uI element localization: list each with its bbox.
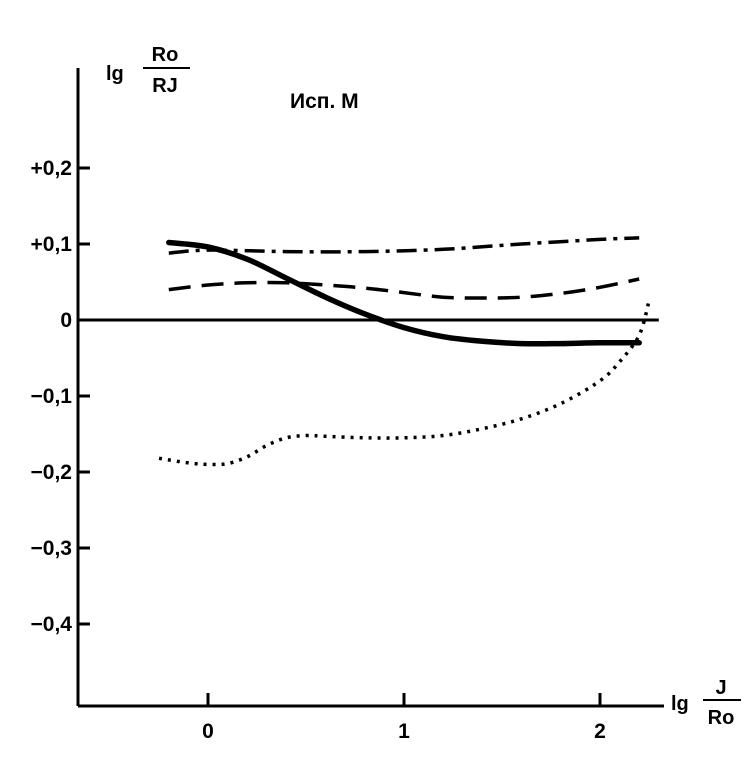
y-tick-label: −0,1 [31, 385, 73, 408]
axes [76, 68, 664, 708]
x-tick-label: 2 [594, 720, 606, 743]
y-tick-label: −0,4 [31, 613, 73, 636]
series-group [158, 236, 651, 467]
y-tick-label: −0,3 [31, 537, 72, 560]
y-axis-label-numerator: Ro [152, 44, 179, 66]
ticks: +0,2 +0,1 0 −0,1 −0,2 −0,3 −0,4 0 1 2 [31, 157, 606, 743]
y-tick-label: +0,1 [31, 233, 73, 256]
x-axis-label-denominator: Ro [708, 707, 735, 729]
y-axis-label-prefix: lg [106, 63, 124, 85]
x-axis-label: lg J Ro [671, 677, 741, 729]
y-axis-label: lg Ro RJ [106, 44, 190, 97]
x-axis-label-prefix: lg [671, 693, 689, 715]
y-tick-label: +0,2 [31, 157, 72, 180]
series-line-dash-dot [168, 236, 640, 255]
y-axis-label-denominator: RJ [152, 75, 178, 97]
y-tick-label: 0 [60, 309, 72, 332]
series-line-dashed [168, 277, 640, 300]
series-line-solid-thick [166, 239, 642, 347]
x-tick-label: 1 [398, 720, 410, 743]
x-tick-label: 0 [202, 720, 214, 743]
y-tick-label: −0,2 [31, 461, 72, 484]
x-axis-label-numerator: J [715, 677, 726, 699]
chart-annotation: Исп. М [290, 90, 359, 113]
